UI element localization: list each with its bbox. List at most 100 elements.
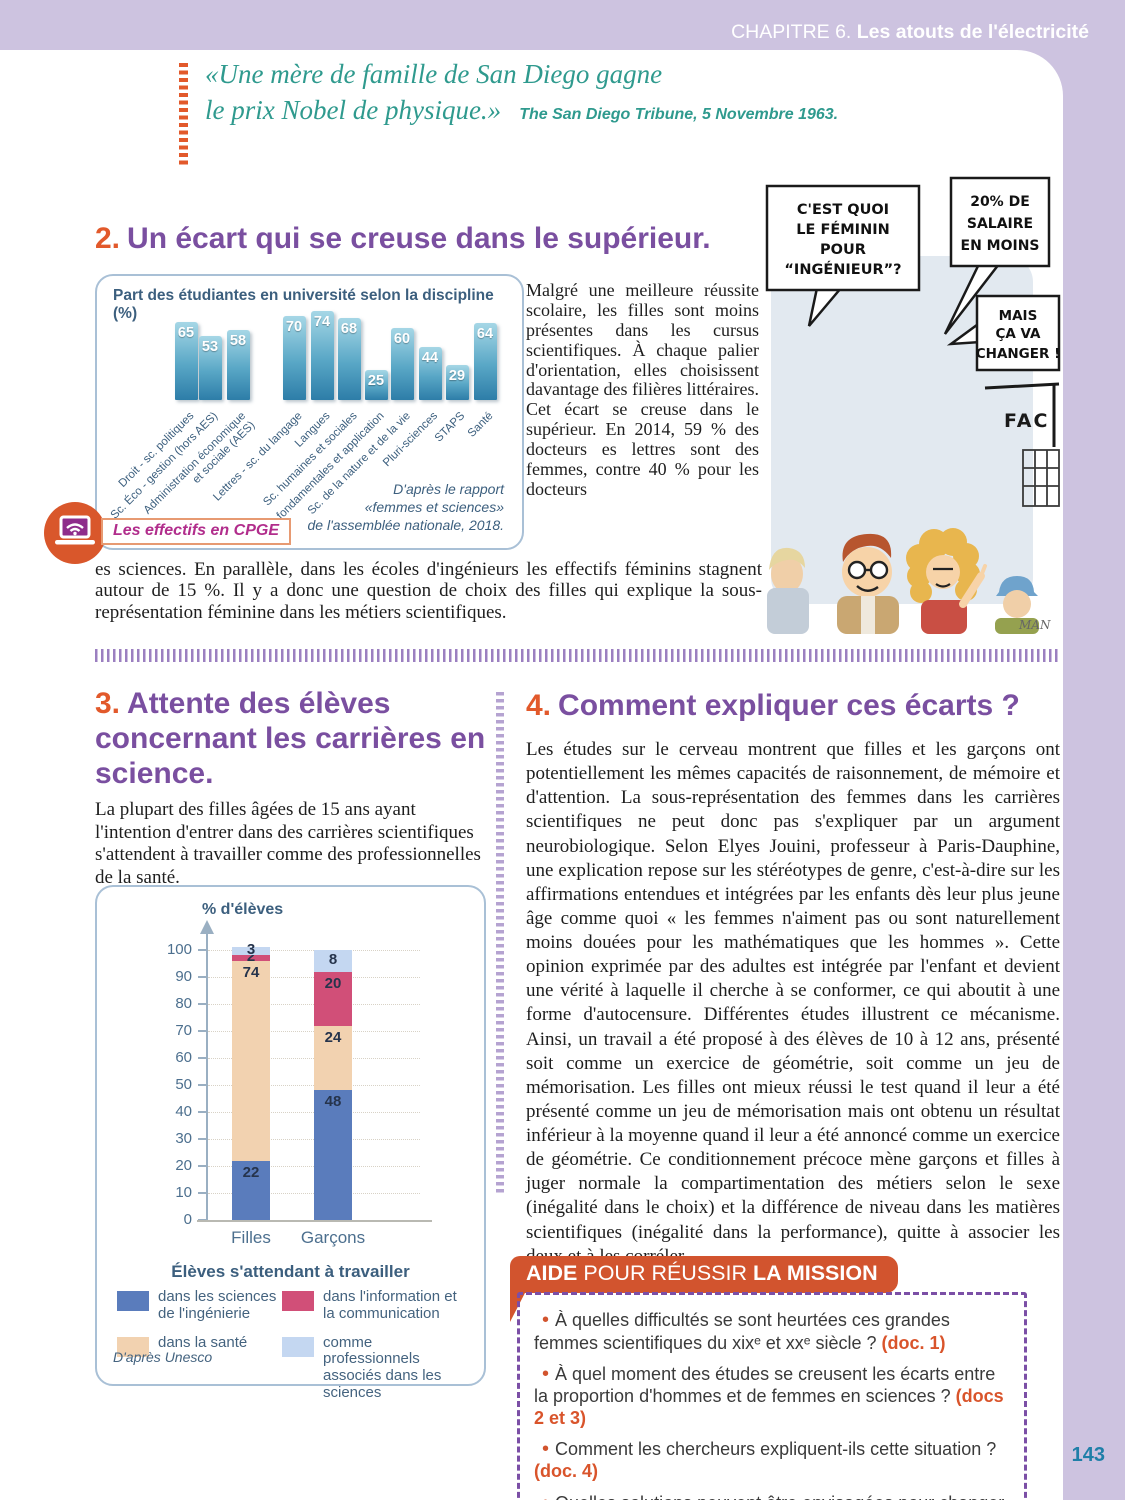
- axis-tick-label: 80: [175, 995, 192, 1012]
- axis-tick: [198, 1165, 206, 1167]
- axis-tick-label: 10: [175, 1184, 192, 1201]
- section-3-intro: La plupart des filles âgées de 15 ans ay…: [95, 799, 481, 888]
- axis-tick: [198, 1111, 206, 1113]
- segment-value: 3: [246, 941, 256, 959]
- axis-tick: [198, 1084, 206, 1086]
- cartoon-illustration: FAC C'EST QUOI LE FÉMININ POUR “INGÉNIEU…: [757, 172, 1063, 634]
- axis-tick: [198, 949, 206, 951]
- legend-label: dans l'information et la communication: [323, 1288, 457, 1322]
- svg-text:MAIS: MAIS: [999, 308, 1038, 324]
- quote-line-1: «Une mère de famille de San Diego gagne: [205, 59, 663, 89]
- y-axis-line: [206, 933, 208, 1220]
- column-divider: [496, 692, 504, 1194]
- svg-text:“INGÉNIEUR”?: “INGÉNIEUR”?: [784, 261, 901, 278]
- discipline-bar: 58: [226, 330, 250, 400]
- svg-text:LE FÉMININ: LE FÉMININ: [796, 221, 890, 238]
- chart-source: D'après le rapport «femmes et sciences» …: [307, 481, 504, 534]
- axis-tick-label: 60: [175, 1049, 192, 1066]
- y-axis-label: % d'élèves: [202, 901, 284, 918]
- bar-value: 64: [476, 326, 494, 343]
- legend-item: dans l'information et la communication: [282, 1288, 467, 1323]
- section-2-full-text: es sciences. En parallèle, dans les écol…: [95, 559, 762, 623]
- doc-reference: (doc. 4): [534, 1461, 599, 1482]
- bar-value: 65: [177, 325, 195, 341]
- university-bar-chart: Part des étudiantes en université selon …: [44, 274, 524, 564]
- stack-segment: 74: [232, 960, 270, 1161]
- discipline-bar: 25: [364, 370, 388, 400]
- segment-value: 22: [242, 1163, 260, 1181]
- axis-arrow: [200, 920, 214, 934]
- discipline-bar: 29: [445, 365, 469, 400]
- axis-tick: [198, 1030, 206, 1032]
- bullet-icon: •: [542, 1309, 550, 1331]
- x-axis-line: [197, 1220, 432, 1222]
- discipline-bar: 64: [473, 323, 497, 400]
- doc-reference: (docs 2 et 3): [534, 1386, 1004, 1428]
- speech-bubble-3: MAIS ÇA VA CHANGER !: [946, 294, 1060, 372]
- cartoon-characters: [767, 528, 1039, 634]
- expectations-stacked-chart: % d'élèves 0 10 20 30 40 50 60 70 80 90 100 22 74 2 3 4…: [95, 885, 486, 1401]
- artist-signature: MAN: [1018, 618, 1051, 632]
- svg-text:20% DE: 20% DE: [970, 194, 1030, 210]
- media-badge[interactable]: [44, 502, 106, 564]
- bullet-icon: •: [542, 1362, 550, 1385]
- question-text: Comment les chercheurs expliquent-ils ce…: [555, 1438, 997, 1459]
- stack-segment: 2: [232, 948, 270, 965]
- building-window: [1022, 449, 1060, 507]
- axis-tick-label: 50: [175, 1076, 192, 1093]
- bar-value: 25: [367, 373, 385, 389]
- legend-item: dans la santé: [117, 1333, 282, 1402]
- page-number: 143: [1071, 1444, 1105, 1466]
- discipline-bar: 60: [390, 328, 414, 400]
- segment-value: 48: [324, 1093, 342, 1111]
- mission-help-box: • À quelles difficultés se sont heurtées …: [517, 1292, 1027, 1500]
- axis-tick: [198, 1003, 206, 1005]
- discipline-bar: 68: [337, 318, 361, 400]
- stack-segment: 8: [314, 950, 352, 972]
- section-4-paragraph: Les études sur le cerveau montrent que f…: [526, 739, 1060, 1267]
- mission-question: •Quelles solutions peuvent être envisagé…: [534, 1492, 1006, 1500]
- segment-value: 8: [328, 950, 338, 968]
- category-label: Filles: [231, 1228, 271, 1247]
- stack-segment: 22: [232, 1160, 270, 1220]
- legend-label: comme professionnels associés dans les s…: [323, 1333, 442, 1401]
- discipline-bar: 70: [282, 316, 306, 400]
- stack-segment: 24: [314, 1025, 352, 1091]
- horizontal-divider: [95, 649, 1061, 662]
- discipline-bar: 53: [198, 336, 222, 400]
- stack-segment: 3: [232, 941, 270, 958]
- mission-question: • Comment les chercheurs expliquent-ils c…: [534, 1438, 1006, 1483]
- axis-tick-label: 90: [175, 968, 192, 985]
- legend-title: Élèves s'attendant à travailler: [171, 1262, 410, 1281]
- svg-text:SALAIRE: SALAIRE: [967, 216, 1033, 232]
- bar-plot-area: 65 53 58 70 74 68 25 60 44 29 64: [97, 276, 522, 400]
- quote-line-2: le prix Nobel de physique.»: [205, 94, 502, 125]
- discipline-label: Santé: [465, 410, 496, 440]
- legend-swatch: [117, 1336, 149, 1357]
- chapter-header: CHAPITRE 6. Les atouts de l'électricité: [731, 21, 1089, 44]
- svg-text:ÇA VA: ÇA VA: [995, 326, 1041, 342]
- quote-attribution: The San Diego Tribune, 5 Novembre 1963.: [519, 105, 839, 123]
- fac-sign: FAC: [1004, 410, 1049, 432]
- mission-question: • À quel moment des études se creusent le…: [534, 1363, 1006, 1429]
- bar-value: 74: [313, 314, 331, 331]
- legend-swatch: [117, 1291, 149, 1311]
- bar-value: 60: [393, 331, 411, 347]
- chart-title: Part des étudiantes en université selon …: [113, 287, 494, 322]
- cpge-badge-label[interactable]: Les effectifs en CPGE: [101, 518, 291, 545]
- mission-help-header: AIDE POUR RÉUSSIR LA MISSION: [510, 1256, 898, 1293]
- bar-value: 70: [285, 319, 303, 335]
- segment-value: 20: [324, 974, 342, 992]
- doc-reference: (doc. 1): [881, 1332, 946, 1353]
- mission-question: • À quelles difficultés se sont heurtées …: [534, 1309, 1006, 1354]
- discipline-bar: 74: [310, 311, 334, 400]
- legend-swatch: [282, 1336, 314, 1357]
- legend-swatch: [282, 1291, 314, 1311]
- legend-label: dans la santé: [158, 1333, 248, 1351]
- discipline-bar: 44: [418, 347, 442, 400]
- segment-value: 24: [324, 1028, 342, 1046]
- axis-tick: [198, 1138, 206, 1140]
- axis-tick: [198, 1057, 206, 1059]
- speech-bubble-2: 20% DE SALAIRE EN MOINS: [943, 176, 1051, 335]
- axis-tick-label: 40: [175, 1103, 192, 1120]
